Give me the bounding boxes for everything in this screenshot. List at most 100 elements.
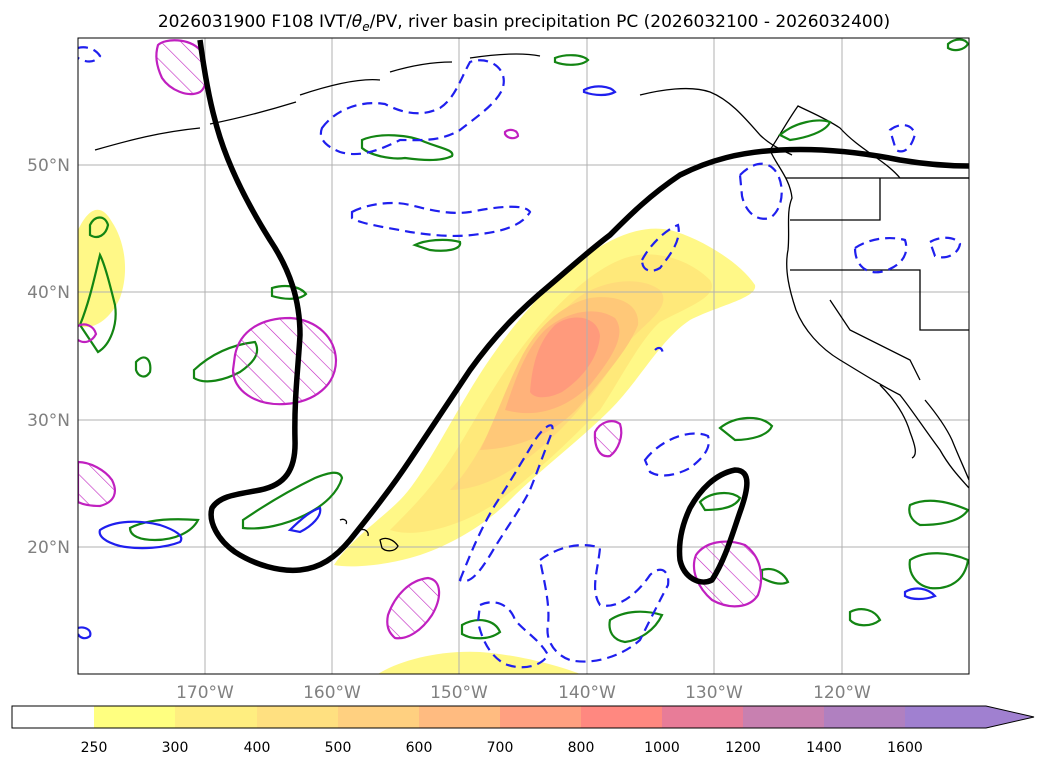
state-border-2 xyxy=(790,269,969,331)
green-contour-13 xyxy=(908,552,969,590)
pv-contour-8 xyxy=(503,128,520,140)
lat-tick-label-30: 30°N xyxy=(27,411,70,431)
colorbar-label-300: 300 xyxy=(162,740,189,756)
lat-tick-label-40: 40°N xyxy=(27,283,70,303)
coastlines xyxy=(94,53,969,552)
green-contour-8 xyxy=(134,356,152,378)
blue-dashed-7 xyxy=(643,432,710,477)
green-contour-5 xyxy=(241,471,344,530)
green-contour-15 xyxy=(460,619,502,640)
green-contour-7 xyxy=(88,216,110,239)
green-contour-16 xyxy=(608,610,664,644)
blue-dashed-6 xyxy=(654,346,664,357)
map-panel xyxy=(77,37,970,675)
colorbar-segment-4 xyxy=(338,706,419,728)
coast-alaska-islands xyxy=(94,53,541,151)
colorbar-extend-arrow xyxy=(986,706,1034,728)
green-contour-2 xyxy=(412,238,462,252)
ivt-band-700 xyxy=(530,317,600,398)
blue-solid-1 xyxy=(98,520,183,550)
green-contour-11 xyxy=(698,492,742,512)
pv-contour-2 xyxy=(155,39,207,96)
lon-tick-label-120w: 120°W xyxy=(813,683,871,703)
lon-tick-label-170w: 170°W xyxy=(176,683,234,703)
colorbar-segment-7 xyxy=(581,706,662,728)
lat-tick-labels: 20°N 30°N 40°N 50°N xyxy=(27,156,70,558)
colorbar-label-1000: 1000 xyxy=(644,740,680,756)
map-frame xyxy=(77,37,970,675)
colorbar-label-600: 600 xyxy=(406,740,433,756)
blue-dashed-12 xyxy=(928,236,962,259)
colorbar-segment-11 xyxy=(905,706,986,728)
pv-contour-4 xyxy=(386,576,441,640)
pv-contour-5 xyxy=(78,460,116,508)
lon-tick-label-160w: 160°W xyxy=(303,683,361,703)
blue-solid-contours xyxy=(78,85,937,640)
colorbar-label-250: 250 xyxy=(81,740,108,756)
blue-dashed-5 xyxy=(640,223,680,272)
state-border-1 xyxy=(790,178,881,221)
colorbar-segment-8 xyxy=(662,706,743,728)
green-contour-19 xyxy=(946,38,969,52)
blue-solid-2 xyxy=(287,506,322,534)
colorbar-segment-5 xyxy=(419,706,500,728)
chart-title: 2026031900 F108 IVT/θe/PV, river basin p… xyxy=(158,12,890,34)
green-contour-20 xyxy=(760,567,790,585)
blue-dashed-1 xyxy=(319,59,505,156)
green-contour-12 xyxy=(908,499,969,527)
colorbar-label-500: 500 xyxy=(325,740,352,756)
blue-dashed-13 xyxy=(888,124,917,153)
hawaii-3 xyxy=(339,518,348,525)
green-contour-17 xyxy=(778,119,832,142)
coast-north-america xyxy=(769,105,969,489)
blue-dashed-8 xyxy=(538,544,670,663)
green-contour-1 xyxy=(360,134,454,162)
colorbar-segment-2 xyxy=(175,706,257,728)
ivt-band-250-south xyxy=(378,651,580,674)
blue-dashed-4 xyxy=(458,424,554,583)
colorbar-segment-3 xyxy=(257,706,338,728)
colorbar-label-400: 400 xyxy=(244,740,271,756)
pv-contour-6 xyxy=(593,420,623,458)
baja xyxy=(879,384,916,459)
colorbar-segment-6 xyxy=(500,706,581,728)
blue-dashed-11 xyxy=(853,237,908,274)
lon-tick-label-140w: 140°W xyxy=(558,683,616,703)
hawaii-1 xyxy=(379,537,399,552)
colorbar-label-1400: 1400 xyxy=(806,740,842,756)
green-contour-14 xyxy=(848,608,882,627)
green-contour-3 xyxy=(270,284,308,300)
state-border-3 xyxy=(829,299,921,381)
lat-tick-label-50: 50°N xyxy=(27,156,70,176)
black-contours xyxy=(197,39,969,585)
blue-solid-3 xyxy=(582,85,617,97)
blue-solid-5 xyxy=(78,626,92,640)
colorbar-outline xyxy=(11,705,1035,729)
coast-alaska xyxy=(639,87,793,156)
green-contour-9 xyxy=(128,518,200,542)
green-contours xyxy=(78,38,969,644)
pv-contours xyxy=(78,39,763,640)
lat-tick-label-20: 20°N xyxy=(27,538,70,558)
colorbar-segment-9 xyxy=(743,706,824,728)
colorbar-segment-10 xyxy=(824,706,905,728)
colorbar-segment-1 xyxy=(94,706,175,728)
colorbar-label-800: 800 xyxy=(568,740,595,756)
colorbar-label-1200: 1200 xyxy=(725,740,761,756)
colorbar-segment-0 xyxy=(12,706,94,728)
pv-contour-1 xyxy=(231,316,338,406)
green-contour-10 xyxy=(718,416,774,442)
blue-solid-4 xyxy=(903,587,937,601)
black-contour-loop xyxy=(676,467,750,585)
blue-dashed-10 xyxy=(738,162,783,220)
colorbar: 250 300 400 500 600 700 800 1000 1200 14… xyxy=(11,705,1035,756)
lon-tick-label-150w: 150°W xyxy=(430,683,488,703)
green-contour-6 xyxy=(78,251,117,354)
gulf-coast xyxy=(924,399,969,481)
lon-tick-label-130w: 130°W xyxy=(685,683,743,703)
lon-tick-labels: 170°W 160°W 150°W 140°W 130°W 120°W xyxy=(176,683,871,703)
blue-dashed-contours xyxy=(78,46,962,669)
black-contour-main xyxy=(197,39,969,574)
colorbar-label-1600: 1600 xyxy=(887,740,923,756)
